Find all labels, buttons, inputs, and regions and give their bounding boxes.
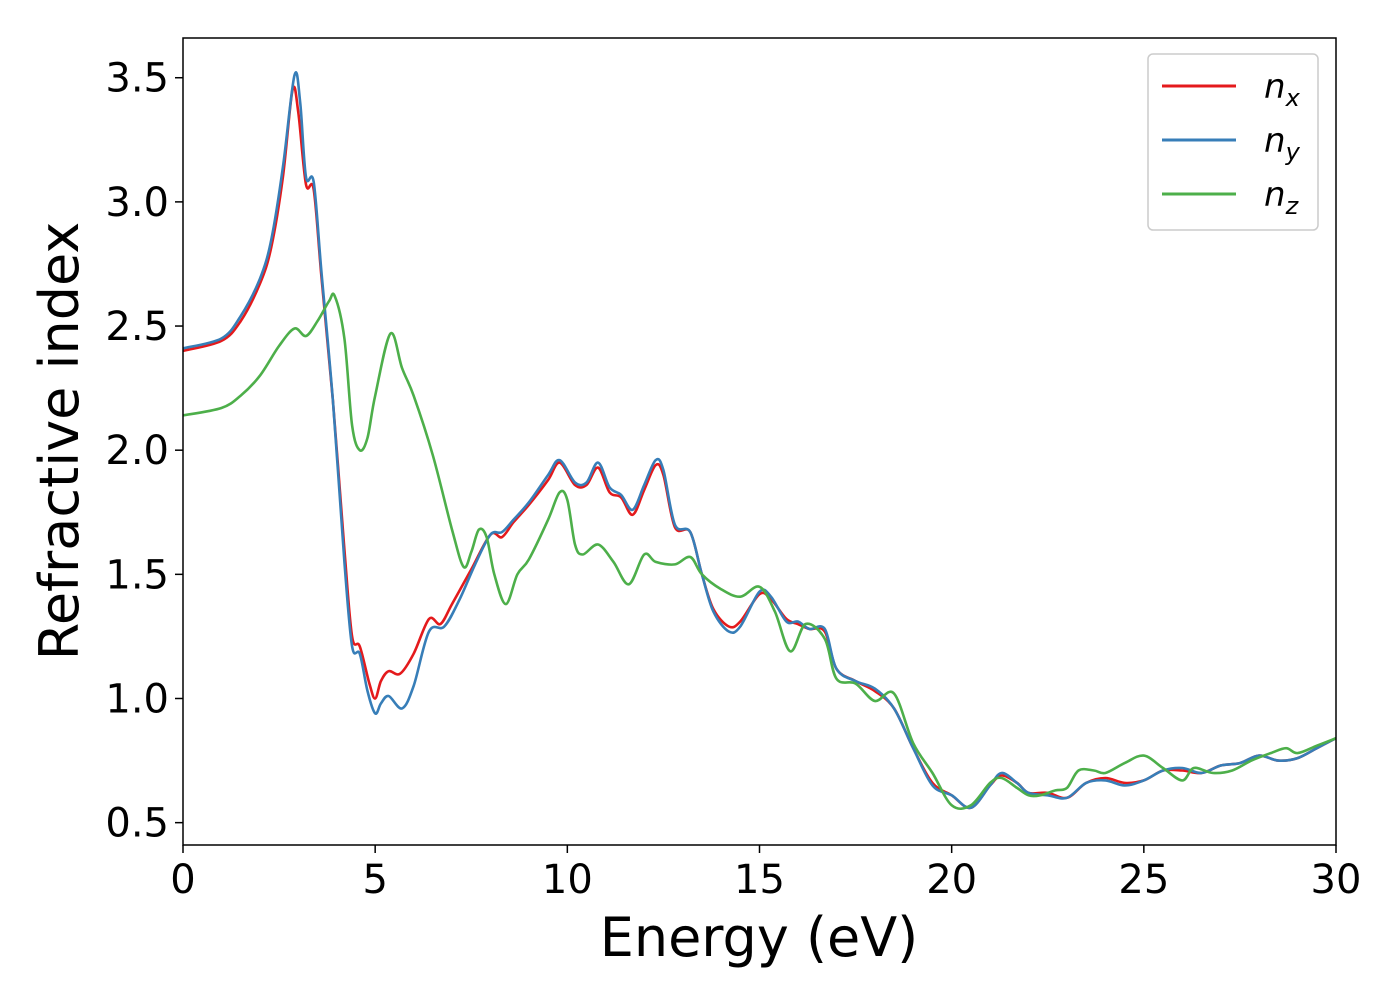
x-tick-label: 15 [734,857,785,903]
y-tick-label: 1.0 [105,676,169,722]
x-axis-ticks: 0 5 10 15 20 25 30 [170,845,1361,903]
y-tick-label: 3.0 [105,180,169,226]
y-tick-label: 2.0 [105,428,169,474]
y-tick-label: 3.5 [105,56,169,102]
legend-frame [1147,53,1319,231]
x-tick-label: 0 [170,857,195,903]
y-tick-label: 2.5 [105,304,169,350]
y-axis-ticks: 0.5 1.0 1.5 2.0 2.5 3.0 3.5 [105,56,183,847]
x-tick-label: 5 [362,857,387,903]
series-line-ny [183,71,1336,810]
lines-layer [183,71,1336,811]
x-axis-title: Energy (eV) [600,906,919,969]
y-tick-label: 0.5 [105,801,169,847]
x-tick-label: 30 [1311,857,1362,903]
x-tick-label: 20 [926,857,977,903]
series-line-nz [183,292,1336,811]
x-tick-label: 10 [542,857,593,903]
y-tick-label: 1.5 [105,552,169,598]
legend-label-nz: nz [1264,175,1300,220]
x-tick-label: 25 [1118,857,1169,903]
y-axis-title: Refractive index [28,222,91,661]
